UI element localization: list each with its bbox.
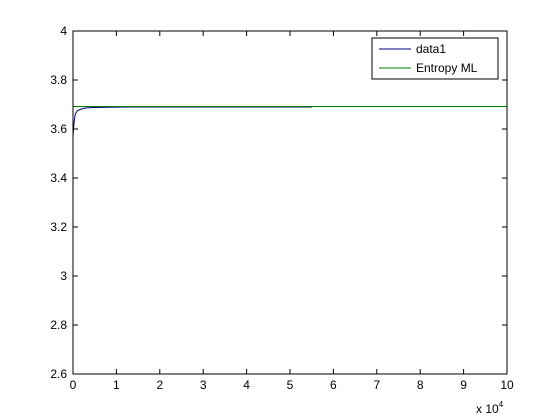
x-tick-label: 1 [113, 378, 120, 392]
x-tick-label: 8 [417, 378, 424, 392]
legend-box [371, 37, 499, 80]
x-tick-label: 3 [200, 378, 207, 392]
legend: data1 Entropy ML [371, 37, 499, 80]
x-axis-multiplier-exponent: 4 [499, 400, 504, 409]
x-axis-multiplier: x 104 [476, 400, 504, 416]
plot-area [73, 31, 507, 374]
x-tick-label: 5 [287, 378, 294, 392]
x-axis-ticks: 0 1 2 3 4 5 6 7 8 9 10 [70, 31, 514, 392]
x-tick-label: 0 [70, 378, 77, 392]
y-tick-label: 3.4 [50, 171, 67, 185]
y-tick-label: 3 [60, 269, 67, 283]
x-tick-label: 4 [243, 378, 250, 392]
x-axis-multiplier-base: x 10 [476, 402, 499, 416]
x-tick-label: 9 [460, 378, 467, 392]
series-layer [72, 105, 507, 137]
y-tick-label: 2.8 [50, 318, 67, 332]
y-tick-label: 3.2 [50, 220, 67, 234]
legend-label-entropy-ml: Entropy ML [416, 61, 478, 75]
x-tick-label: 2 [156, 378, 163, 392]
y-tick-label: 2.6 [50, 367, 67, 381]
x-tick-label: 10 [500, 378, 514, 392]
y-tick-label: 3.8 [50, 73, 67, 87]
y-tick-label: 4 [60, 24, 67, 38]
legend-label-data1: data1 [416, 42, 446, 56]
y-axis-ticks: 2.6 2.8 3 3.2 3.4 3.6 3.8 4 [50, 24, 507, 381]
x-tick-label: 6 [330, 378, 337, 392]
y-tick-label: 3.6 [50, 122, 67, 136]
x-tick-label: 7 [373, 378, 380, 392]
